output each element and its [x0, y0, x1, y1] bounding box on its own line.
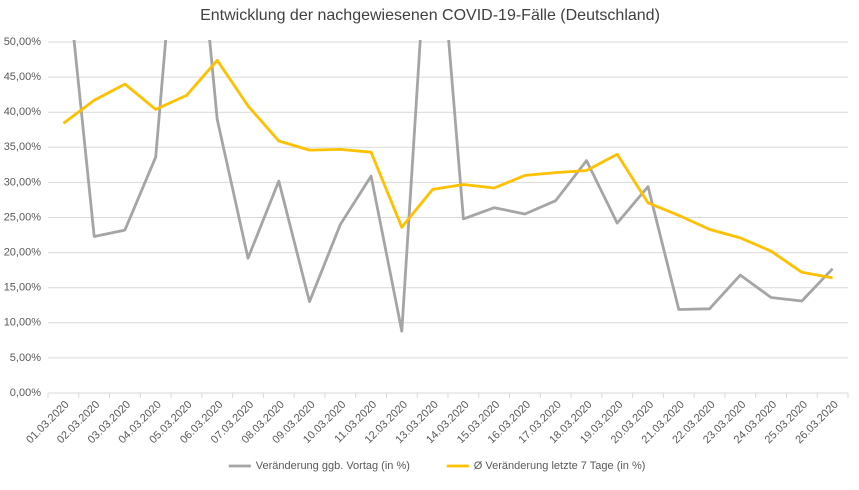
y-tick-label: 30,00%	[4, 176, 42, 188]
y-tick-label: 20,00%	[4, 247, 42, 259]
series-line	[72, 40, 834, 333]
legend-label: Veränderung ggb. Vortag (in %)	[256, 460, 410, 472]
chart-title: Entwicklung der nachgewiesenen COVID-19-…	[200, 7, 660, 24]
y-tick-label: 15,00%	[4, 282, 42, 294]
y-tick-label: 35,00%	[4, 141, 42, 153]
y-tick-label: 0,00%	[10, 387, 41, 399]
legend-label: Ø Veränderung letzte 7 Tage (in %)	[474, 460, 646, 472]
y-tick-label: 45,00%	[4, 71, 42, 83]
y-tick-label: 40,00%	[4, 106, 42, 118]
y-tick-label: 50,00%	[4, 36, 42, 48]
series-line	[62, 58, 833, 280]
y-tick-label: 25,00%	[4, 211, 42, 223]
y-tick-label: 5,00%	[10, 352, 41, 364]
y-tick-label: 10,00%	[4, 317, 42, 329]
